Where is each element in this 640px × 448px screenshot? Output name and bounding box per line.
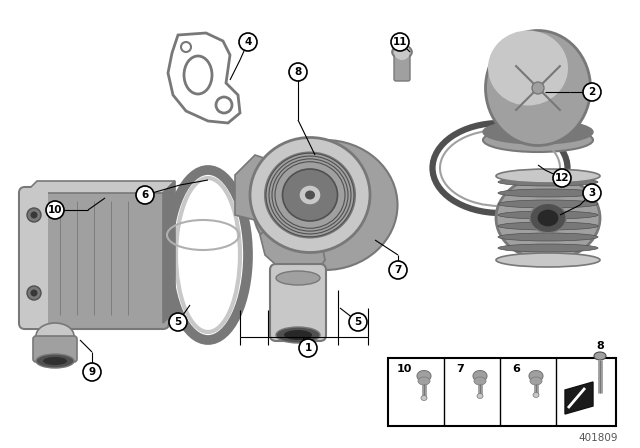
Circle shape <box>289 63 307 81</box>
Ellipse shape <box>530 377 542 385</box>
Text: 7: 7 <box>394 265 402 275</box>
Circle shape <box>27 208 41 222</box>
Ellipse shape <box>496 169 600 183</box>
Ellipse shape <box>533 392 539 397</box>
Ellipse shape <box>36 323 74 349</box>
Circle shape <box>349 313 367 331</box>
Ellipse shape <box>498 222 598 230</box>
Text: 12: 12 <box>555 173 569 183</box>
Ellipse shape <box>496 253 600 267</box>
Text: 6: 6 <box>512 364 520 374</box>
Circle shape <box>31 289 38 297</box>
FancyBboxPatch shape <box>19 187 169 329</box>
FancyBboxPatch shape <box>394 55 410 81</box>
Text: 3: 3 <box>588 188 596 198</box>
Text: 8: 8 <box>596 341 604 351</box>
Text: 9: 9 <box>88 367 95 377</box>
Polygon shape <box>260 225 325 275</box>
Text: 5: 5 <box>355 317 362 327</box>
Ellipse shape <box>498 189 598 197</box>
Text: 7: 7 <box>456 364 464 374</box>
Ellipse shape <box>477 393 483 399</box>
Ellipse shape <box>276 327 320 343</box>
Ellipse shape <box>530 203 566 233</box>
Ellipse shape <box>488 30 568 105</box>
Ellipse shape <box>498 200 598 208</box>
Circle shape <box>532 82 544 94</box>
Polygon shape <box>235 155 272 220</box>
Ellipse shape <box>498 233 598 241</box>
Ellipse shape <box>417 370 431 382</box>
Ellipse shape <box>282 169 337 221</box>
Ellipse shape <box>392 45 412 59</box>
Circle shape <box>239 33 257 51</box>
Text: 8: 8 <box>294 67 301 77</box>
Circle shape <box>31 211 38 219</box>
Ellipse shape <box>594 352 606 360</box>
Text: 1: 1 <box>305 343 312 353</box>
Ellipse shape <box>496 176 600 260</box>
Text: 4: 4 <box>244 37 252 47</box>
Ellipse shape <box>284 330 312 340</box>
Ellipse shape <box>498 178 598 186</box>
Ellipse shape <box>36 354 74 368</box>
Text: 2: 2 <box>588 87 596 97</box>
Ellipse shape <box>250 138 370 253</box>
Polygon shape <box>163 181 175 323</box>
Ellipse shape <box>474 377 486 385</box>
FancyBboxPatch shape <box>33 336 77 362</box>
FancyBboxPatch shape <box>155 299 173 319</box>
FancyBboxPatch shape <box>270 264 326 341</box>
Ellipse shape <box>265 152 355 237</box>
Ellipse shape <box>305 190 315 199</box>
Circle shape <box>583 184 601 202</box>
Text: 5: 5 <box>174 317 182 327</box>
Ellipse shape <box>253 140 397 270</box>
Circle shape <box>46 201 64 219</box>
Circle shape <box>169 313 187 331</box>
Ellipse shape <box>483 128 593 152</box>
Circle shape <box>27 286 41 300</box>
Ellipse shape <box>529 370 543 382</box>
Ellipse shape <box>276 271 320 285</box>
Circle shape <box>583 83 601 101</box>
Text: 6: 6 <box>141 190 148 200</box>
Bar <box>388 358 616 426</box>
Text: 10: 10 <box>48 205 62 215</box>
FancyBboxPatch shape <box>20 188 48 328</box>
Ellipse shape <box>473 370 487 382</box>
Circle shape <box>553 169 571 187</box>
Ellipse shape <box>486 30 591 146</box>
Circle shape <box>389 261 407 279</box>
Polygon shape <box>565 382 593 414</box>
Ellipse shape <box>538 210 558 226</box>
Text: 11: 11 <box>393 37 407 47</box>
Ellipse shape <box>418 377 430 385</box>
Circle shape <box>83 363 101 381</box>
Ellipse shape <box>498 244 598 252</box>
Ellipse shape <box>43 357 67 365</box>
Ellipse shape <box>421 396 427 401</box>
Circle shape <box>299 339 317 357</box>
Circle shape <box>136 186 154 204</box>
Text: 401809: 401809 <box>579 433 618 443</box>
Circle shape <box>391 33 409 51</box>
Ellipse shape <box>483 120 593 144</box>
Text: 10: 10 <box>396 364 412 374</box>
Polygon shape <box>25 181 175 193</box>
Ellipse shape <box>498 211 598 219</box>
Circle shape <box>394 44 410 60</box>
Ellipse shape <box>299 185 321 205</box>
